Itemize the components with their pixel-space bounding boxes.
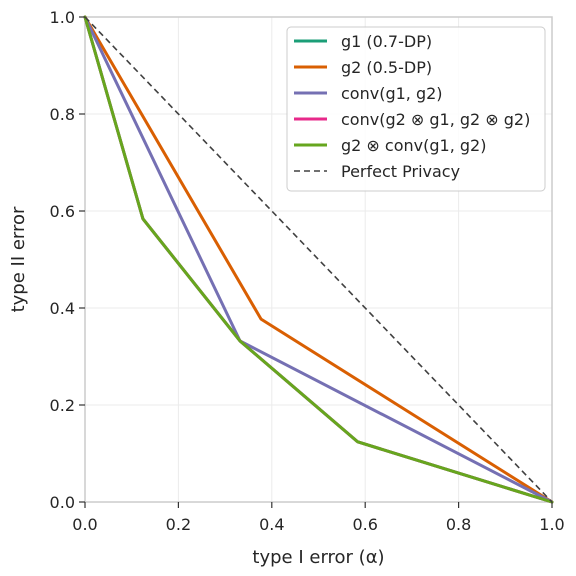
legend-box — [286, 26, 546, 192]
y-tick-label: 0.0 — [50, 493, 75, 512]
ticks: 0.0 0.2 0.4 0.6 0.8 1.0 0.0 0.2 0.4 0.6 0.8 1.0 — [50, 8, 565, 534]
y-axis-label: type II error — [8, 206, 29, 312]
series-line-6 — [84, 16, 553, 503]
legend-label: conv(g1, g2) — [341, 84, 443, 103]
legend-label: g2 (0.5-DP) — [341, 58, 432, 77]
x-tick-label: 0.6 — [352, 515, 377, 534]
series-line-5 — [83, 15, 554, 504]
legend-label: g1 (0.7-DP) — [341, 32, 432, 51]
series-line-2 — [83, 15, 554, 504]
plot-frame — [84, 16, 553, 503]
x-tick-label: 0.4 — [259, 515, 284, 534]
y-tick-label: 1.0 — [50, 8, 75, 27]
series-layer — [83, 15, 554, 504]
x-tick-label: 0.8 — [446, 515, 471, 534]
legend: g1 (0.7-DP) g2 (0.5-DP) conv(g1, g2) conv(g… — [286, 26, 546, 192]
y-tick-label: 0.2 — [50, 396, 75, 415]
legend-label: g2 ⊗ conv(g1, g2) — [341, 136, 486, 155]
x-axis-label: type I error (α) — [252, 547, 384, 568]
x-tick-label: 0.0 — [72, 515, 97, 534]
x-tick-label: 0.2 — [166, 515, 191, 534]
legend-label: conv(g2 ⊗ g1, g2 ⊗ g2) — [341, 110, 530, 129]
y-tick-label: 0.6 — [50, 202, 75, 221]
y-tick-label: 0.4 — [50, 299, 75, 318]
x-tick-label: 1.0 — [539, 515, 564, 534]
y-tick-label: 0.8 — [50, 105, 75, 124]
legend-label: Perfect Privacy — [341, 162, 460, 181]
